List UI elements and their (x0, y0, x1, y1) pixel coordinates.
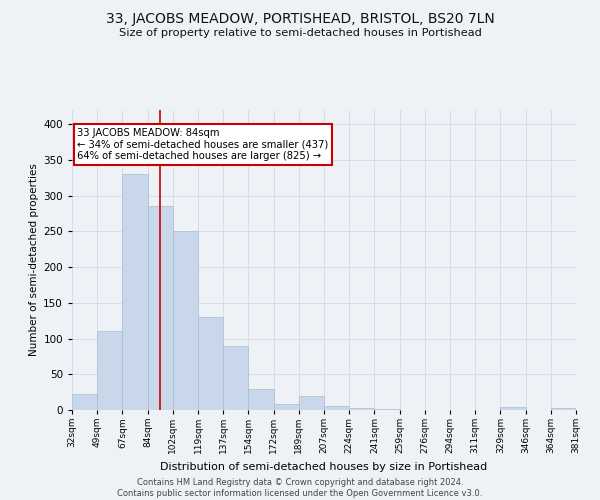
Bar (248, 388, 274, 410)
Bar (349, 408, 374, 410)
Bar (198, 317, 223, 410)
Bar (122, 174, 148, 410)
Y-axis label: Number of semi-detached properties: Number of semi-detached properties (29, 164, 39, 356)
Bar (500, 407, 526, 410)
Bar (223, 346, 248, 410)
Text: Contains HM Land Registry data © Crown copyright and database right 2024.
Contai: Contains HM Land Registry data © Crown c… (118, 478, 482, 498)
Bar (72, 394, 97, 410)
Text: Size of property relative to semi-detached houses in Portishead: Size of property relative to semi-detach… (119, 28, 481, 38)
X-axis label: Distribution of semi-detached houses by size in Portishead: Distribution of semi-detached houses by … (160, 462, 488, 471)
Bar (551, 408, 576, 410)
Bar (274, 404, 299, 410)
Bar (173, 232, 198, 410)
Bar (148, 206, 173, 410)
Bar (324, 406, 349, 410)
Text: 33 JACOBS MEADOW: 84sqm
← 34% of semi-detached houses are smaller (437)
64% of s: 33 JACOBS MEADOW: 84sqm ← 34% of semi-de… (77, 128, 328, 161)
Bar (299, 396, 324, 410)
Text: 33, JACOBS MEADOW, PORTISHEAD, BRISTOL, BS20 7LN: 33, JACOBS MEADOW, PORTISHEAD, BRISTOL, … (106, 12, 494, 26)
Bar (97, 332, 122, 410)
